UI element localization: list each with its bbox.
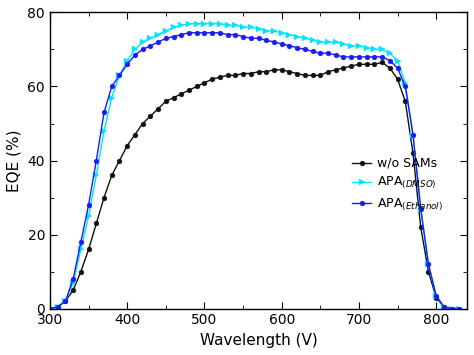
APA$_{(DMSO)}$ <box>302 36 308 40</box>
w/o SAMs <box>325 70 331 74</box>
APA$_{(Ethanol)}$ <box>456 306 462 311</box>
APA$_{(DMSO)}$ <box>47 306 53 311</box>
APA$_{(Ethanol)}$ <box>117 73 122 77</box>
Line: APA$_{(DMSO)}$: APA$_{(DMSO)}$ <box>47 21 462 311</box>
w/o SAMs <box>294 71 300 76</box>
APA$_{(Ethanol)}$ <box>294 45 300 50</box>
X-axis label: Wavelength (V): Wavelength (V) <box>200 333 318 348</box>
w/o SAMs <box>456 306 462 311</box>
w/o SAMs <box>117 158 122 163</box>
w/o SAMs <box>201 81 207 85</box>
APA$_{(DMSO)}$ <box>333 40 338 44</box>
w/o SAMs <box>379 60 385 65</box>
APA$_{(DMSO)}$ <box>279 31 284 35</box>
APA$_{(Ethanol)}$ <box>186 31 192 35</box>
Line: APA$_{(Ethanol)}$: APA$_{(Ethanol)}$ <box>47 31 462 311</box>
APA$_{(Ethanol)}$ <box>333 53 338 57</box>
w/o SAMs <box>47 306 53 311</box>
APA$_{(DMSO)}$ <box>186 21 192 26</box>
APA$_{(Ethanol)}$ <box>47 306 53 311</box>
Line: w/o SAMs: w/o SAMs <box>47 60 462 311</box>
APA$_{(DMSO)}$ <box>294 34 300 39</box>
Legend: w/o SAMs, APA$_{(DMSO)}$, APA$_{(Ethanol)}$: w/o SAMs, APA$_{(DMSO)}$, APA$_{(Ethanol… <box>347 152 448 218</box>
APA$_{(DMSO)}$ <box>456 306 462 311</box>
w/o SAMs <box>287 70 292 74</box>
APA$_{(DMSO)}$ <box>117 73 122 77</box>
APA$_{(Ethanol)}$ <box>302 47 308 51</box>
APA$_{(Ethanol)}$ <box>279 42 284 46</box>
APA$_{(Ethanol)}$ <box>210 31 215 35</box>
w/o SAMs <box>271 68 277 72</box>
APA$_{(DMSO)}$ <box>210 21 215 26</box>
Y-axis label: EQE (%): EQE (%) <box>7 129 22 192</box>
